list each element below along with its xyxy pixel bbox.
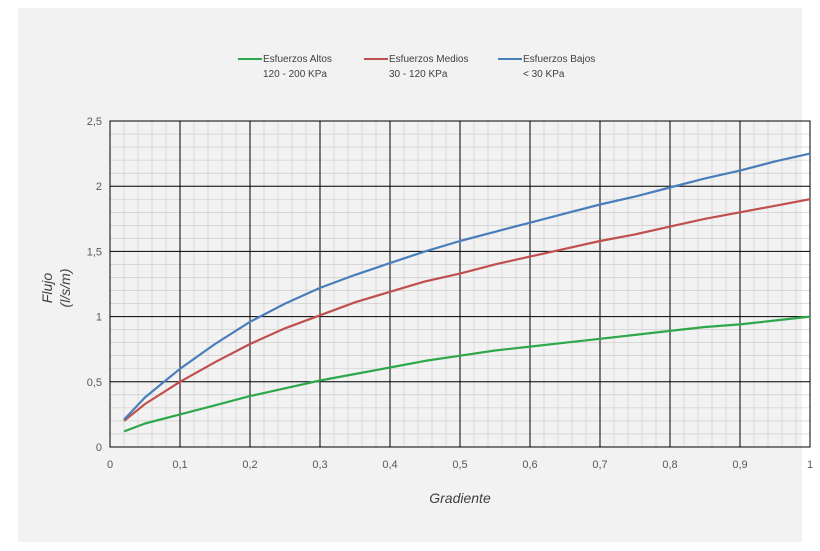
legend-item-altos: Esfuerzos Altos 120 - 200 KPa <box>238 54 332 80</box>
y-tick-label: 2,5 <box>87 116 102 128</box>
y-tick-label: 0 <box>96 442 102 454</box>
legend-label: Esfuerzos Medios <box>389 54 468 65</box>
y-tick-label: 2 <box>96 181 102 193</box>
legend-sublabel: < 30 KPa <box>523 69 565 80</box>
y-tick-label: 1 <box>96 312 102 324</box>
legend-item-bajos: Esfuerzos Bajos < 30 KPa <box>498 54 595 80</box>
legend-label: Esfuerzos Bajos <box>523 54 595 65</box>
plot-frame <box>109 120 811 448</box>
legend-item-medios: Esfuerzos Medios 30 - 120 KPa <box>364 54 468 80</box>
x-tick-label: 0,3 <box>312 459 327 471</box>
series-line-esfuerzos-bajos <box>123 152 811 421</box>
y-axis-ticks: 0 0,5 1 1,5 2 2,5 <box>87 116 102 454</box>
x-axis-ticks: 0 0,1 0,2 0,3 0,4 0,5 0,6 0,7 0,8 0,9 1 <box>107 459 813 471</box>
x-tick-label: 0,1 <box>172 459 187 471</box>
x-tick-label: 0,6 <box>522 459 537 471</box>
chart-area <box>18 8 802 542</box>
series-lines <box>123 152 811 433</box>
x-axis-title: Gradiente <box>429 490 491 506</box>
x-tick-label: 0,4 <box>382 459 397 471</box>
series-line-esfuerzos-altos <box>123 315 811 433</box>
y-axis-title: Flujo <box>39 273 55 304</box>
legend-label: Esfuerzos Altos <box>263 54 332 65</box>
x-tick-label: 0,9 <box>732 459 747 471</box>
legend-sublabel: 120 - 200 KPa <box>263 69 327 80</box>
major-gridlines <box>109 120 811 448</box>
x-tick-label: 0,2 <box>242 459 257 471</box>
x-tick-label: 0,8 <box>662 459 677 471</box>
series-line-esfuerzos-medios <box>123 198 811 422</box>
legend-sublabel: 30 - 120 KPa <box>389 69 448 80</box>
y-tick-label: 0,5 <box>87 377 102 389</box>
x-tick-label: 1 <box>807 459 813 471</box>
y-axis-title-unit: (l/s/m) <box>57 269 73 308</box>
x-tick-label: 0,7 <box>592 459 607 471</box>
legend: Esfuerzos Altos 120 - 200 KPa Esfuerzos … <box>238 54 595 80</box>
x-tick-label: 0,5 <box>452 459 467 471</box>
x-tick-label: 0 <box>107 459 113 471</box>
y-tick-label: 1,5 <box>87 246 102 258</box>
